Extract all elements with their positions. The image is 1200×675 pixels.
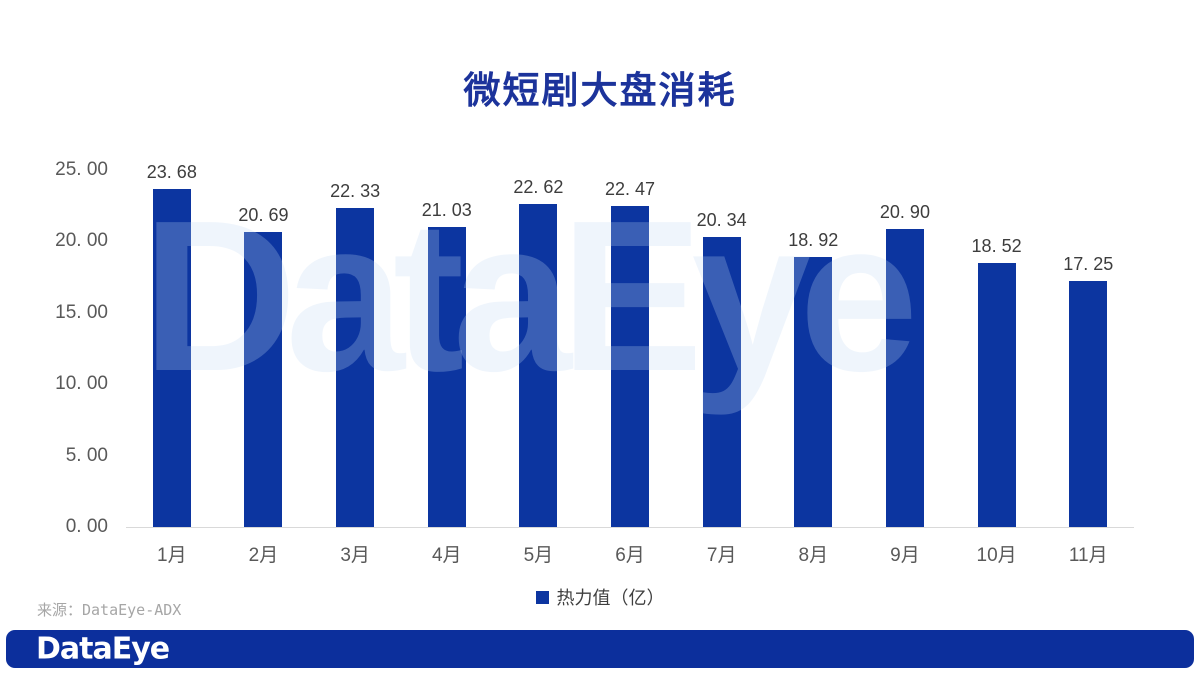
bar <box>336 208 375 527</box>
y-tick-label: 10. 00 <box>55 373 108 395</box>
x-axis-label: 5月 <box>523 545 554 566</box>
bar-slot: 20. 90 <box>859 170 951 527</box>
x-axis-label: 11月 <box>1068 545 1108 566</box>
bar-value-label: 21. 03 <box>421 199 472 220</box>
bar-value-label: 17. 25 <box>1063 253 1114 274</box>
x-axis-label: 7月 <box>706 545 737 566</box>
bar <box>977 262 1016 527</box>
bar-value-label: 22. 47 <box>604 179 656 200</box>
x-axis: 1月 2月 3月 4月 5月 6月 7月 8月 9月 10月 11月 <box>126 540 1134 567</box>
bar-slot: 17. 25 <box>1042 170 1134 527</box>
bar-value-label: 18. 92 <box>788 229 839 250</box>
bar-slot: 20. 69 <box>218 170 310 527</box>
legend-swatch-icon <box>535 590 549 604</box>
plot-area: 23. 68 20. 69 22. 33 21. 03 22. 62 22. 47 20. … <box>126 162 1134 527</box>
legend-label: 热力值（亿） <box>556 588 665 608</box>
bar <box>244 231 283 527</box>
bar-slot: 22. 62 <box>493 170 585 527</box>
x-axis-label: 4月 <box>431 545 462 566</box>
bar-value-label: 18. 52 <box>971 235 1022 256</box>
y-tick-label: 15. 00 <box>55 301 108 323</box>
bar <box>611 206 650 527</box>
bar-slot: 21. 03 <box>401 170 493 527</box>
x-axis-label: 2月 <box>248 545 279 566</box>
bar <box>519 204 558 527</box>
y-tick-label: 20. 00 <box>55 230 108 252</box>
footer-banner: DataEye <box>6 630 1194 668</box>
chart-title: 微短剧大盘消耗 <box>463 70 737 111</box>
bar-slot: 22. 33 <box>309 170 401 527</box>
bar-value-label: 20. 90 <box>879 201 930 222</box>
dataeye-logo: DataEye <box>36 631 170 667</box>
bar-value-label: 20. 69 <box>238 204 289 225</box>
x-axis-label: 1月 <box>157 545 187 566</box>
x-axis-label: 8月 <box>798 545 829 566</box>
bar-value-label: 20. 34 <box>696 209 747 230</box>
x-axis-label: 9月 <box>890 545 920 566</box>
bar-slot: 22. 47 <box>584 170 676 527</box>
legend: 热力值（亿） <box>0 584 1200 610</box>
bar-slot: 18. 92 <box>767 170 859 527</box>
bar-slot: 23. 68 <box>126 162 218 527</box>
bar-value-label: 23. 68 <box>146 161 197 182</box>
y-tick-label: 5. 00 <box>65 444 108 466</box>
bar <box>885 228 924 527</box>
bar-value-label: 22. 62 <box>513 177 564 197</box>
bar <box>702 236 741 527</box>
bar <box>427 226 466 527</box>
bar-slot: 20. 34 <box>676 170 768 527</box>
source-note: 来源：DataEye-ADX <box>37 601 182 619</box>
bar-value-label: 22. 33 <box>330 181 381 202</box>
y-tick-label: 25. 00 <box>55 159 108 180</box>
x-axis-baseline <box>126 527 1134 528</box>
bar-slot: 18. 52 <box>951 170 1043 527</box>
bar <box>794 256 833 527</box>
y-axis: 25. 00 20. 00 15. 00 10. 00 5. 00 0. 00 <box>28 159 108 537</box>
x-axis-label: 6月 <box>615 545 645 566</box>
x-axis-label: 3月 <box>340 545 370 566</box>
y-tick-label: 0. 00 <box>65 516 108 537</box>
bar <box>152 188 191 527</box>
x-axis-label: 10月 <box>976 545 1017 566</box>
bar <box>1069 280 1108 527</box>
